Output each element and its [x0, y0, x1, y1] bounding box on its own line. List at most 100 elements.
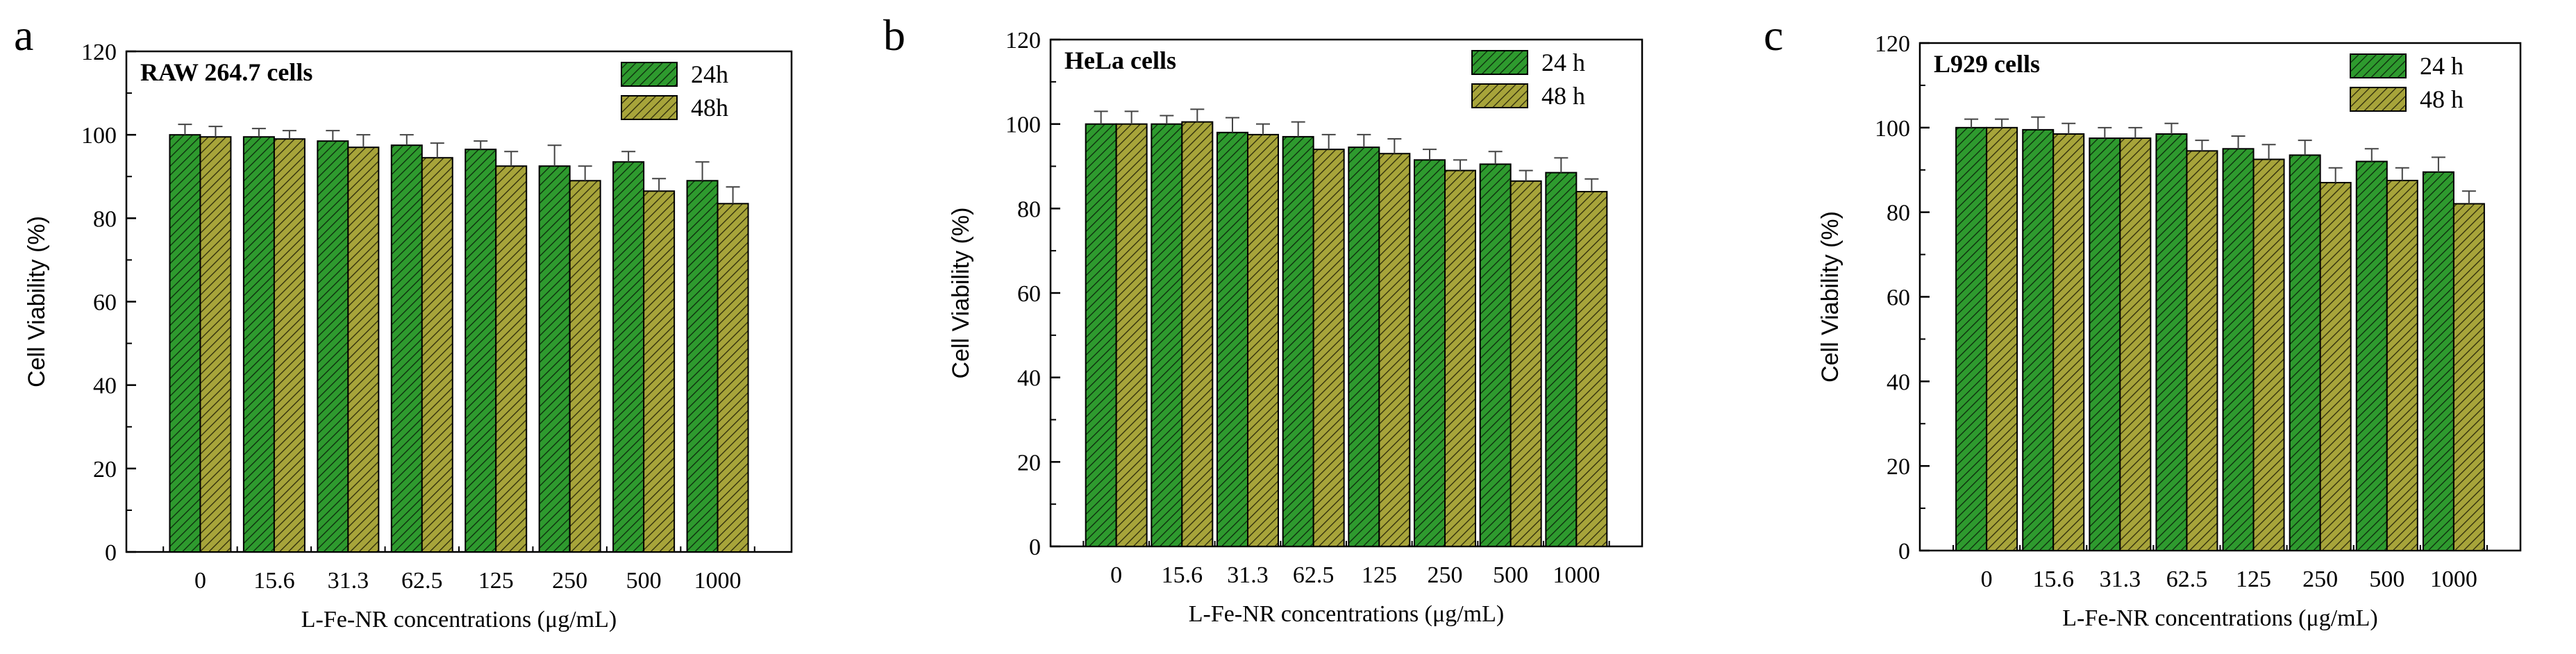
- bar-c-0-4: [2222, 148, 2255, 551]
- bar-a-1-1: [273, 138, 306, 553]
- legend-label: 48 h: [1541, 82, 1585, 110]
- bar-b-1-1: [1181, 121, 1214, 547]
- y-tick-label: 120: [1875, 31, 1910, 57]
- bar-c-0-2: [2089, 137, 2121, 551]
- x-tick-label: 62.5: [1293, 562, 1335, 588]
- bar-a-0-5: [538, 165, 571, 553]
- y-tick-label: 120: [1005, 28, 1041, 53]
- y-tick-label: 100: [1875, 116, 1910, 142]
- bar-c-1-0: [1986, 126, 2018, 552]
- y-axis-title: Cell Viability (%): [948, 208, 974, 379]
- y-tick-label: 120: [81, 40, 117, 65]
- legend-swatch: [2350, 53, 2407, 78]
- legend-label: 24 h: [2420, 52, 2464, 80]
- bar-a-0-4: [465, 149, 497, 553]
- x-tick-label: 0: [1110, 562, 1122, 588]
- bar-b-0-7: [1545, 171, 1578, 547]
- legend-label: 48 h: [2420, 85, 2464, 113]
- x-tick-label: 1000: [694, 568, 742, 594]
- bar-a-0-7: [686, 180, 719, 553]
- y-tick-label: 20: [1017, 450, 1041, 476]
- bar-c-0-1: [2022, 128, 2055, 552]
- x-tick-label: 31.3: [2100, 567, 2141, 592]
- y-tick-label: 60: [1887, 285, 1910, 311]
- bar-a-1-2: [347, 146, 380, 553]
- x-tick-label: 15.6: [2032, 567, 2074, 592]
- bar-a-1-6: [643, 190, 676, 553]
- x-axis-title: L-Fe-NR concentrations (μg/mL): [2062, 605, 2377, 631]
- bar-c-1-5: [2319, 182, 2352, 551]
- y-tick-label: 80: [93, 206, 117, 232]
- chart-panel-c: c 0 20 40 60 80 100 120 Cell Viability (%) 0 15.6 3…: [1764, 10, 2522, 631]
- x-tick-label: 0: [1981, 567, 1993, 592]
- panel-label: a: [14, 10, 33, 60]
- y-tick-label: 0: [105, 540, 117, 566]
- x-tick-label: 250: [552, 568, 587, 594]
- bar-c-0-5: [2289, 154, 2321, 552]
- x-tick-label: 15.6: [1162, 562, 1203, 588]
- y-tick-label: 40: [1887, 369, 1910, 395]
- x-axis-title: L-Fe-NR concentrations (μg/mL): [301, 607, 617, 632]
- x-tick-label: 125: [478, 568, 514, 594]
- y-tick-label: 60: [1017, 281, 1041, 307]
- bar-a-1-4: [495, 165, 528, 553]
- y-tick-label: 60: [93, 290, 117, 316]
- y-tick-label: 100: [81, 123, 117, 149]
- panel-label: b: [883, 10, 905, 60]
- bar-a-0-3: [390, 144, 423, 553]
- bar-a-1-0: [199, 136, 232, 553]
- x-tick-label: 31.3: [1227, 562, 1269, 588]
- bar-a-1-3: [421, 157, 453, 553]
- x-tick-label: 15.6: [253, 568, 295, 594]
- x-tick-label: 0: [194, 568, 206, 594]
- y-tick-label: 20: [93, 457, 117, 483]
- y-tick-label: 20: [1887, 454, 1910, 480]
- y-tick-label: 80: [1017, 196, 1041, 222]
- chart-panel-b: b 0 20 40 60 80 100 120 Cell Viability (%) 0 15.6 3…: [883, 10, 1644, 627]
- bar-c-0-6: [2355, 160, 2388, 552]
- legend-swatch: [1471, 83, 1528, 108]
- bar-b-1-3: [1312, 149, 1345, 547]
- bar-a-0-1: [242, 136, 275, 553]
- y-tick-label: 100: [1005, 112, 1041, 138]
- y-tick-label: 0: [1029, 535, 1041, 560]
- x-axis-title: L-Fe-NR concentrations (μg/mL): [1189, 601, 1504, 627]
- panel-label: c: [1764, 10, 1783, 60]
- legend-swatch: [2350, 87, 2407, 112]
- bar-b-0-2: [1216, 131, 1248, 548]
- bar-c-1-4: [2252, 158, 2285, 552]
- chart-title: RAW 264.7 cells: [140, 58, 312, 86]
- x-tick-label: 1000: [2430, 567, 2477, 592]
- bar-b-1-2: [1247, 133, 1279, 547]
- bar-c-1-6: [2386, 179, 2418, 551]
- x-tick-label: 62.5: [2166, 567, 2208, 592]
- bar-a-0-2: [317, 140, 349, 553]
- bar-c-0-7: [2422, 171, 2454, 551]
- bar-b-0-0: [1085, 123, 1117, 547]
- x-tick-label: 500: [626, 568, 662, 594]
- legend-label: 48h: [691, 94, 728, 121]
- bar-c-1-3: [2186, 150, 2218, 551]
- legend-swatch: [1471, 50, 1528, 75]
- y-tick-label: 40: [93, 374, 117, 399]
- bar-b-1-5: [1444, 169, 1476, 548]
- bar-c-1-7: [2452, 203, 2485, 551]
- y-tick-label: 0: [1898, 539, 1910, 564]
- bar-b-0-6: [1479, 163, 1512, 548]
- y-tick-label: 40: [1017, 366, 1041, 392]
- y-axis-title: Cell Viability (%): [24, 216, 50, 387]
- legend-swatch: [621, 62, 678, 87]
- legend-swatch: [621, 95, 678, 120]
- x-tick-label: 1000: [1553, 562, 1600, 588]
- bar-b-0-1: [1151, 123, 1183, 547]
- bar-b-0-3: [1282, 135, 1314, 547]
- bar-b-1-6: [1509, 180, 1542, 547]
- x-tick-label: 125: [2236, 567, 2271, 592]
- bar-a-1-7: [717, 203, 749, 553]
- x-tick-label: 500: [2369, 567, 2404, 592]
- bar-a-0-0: [169, 134, 201, 553]
- y-axis-title: Cell Viability (%): [1817, 211, 1843, 383]
- chart-title: HeLa cells: [1064, 47, 1176, 74]
- bar-b-1-0: [1115, 123, 1148, 547]
